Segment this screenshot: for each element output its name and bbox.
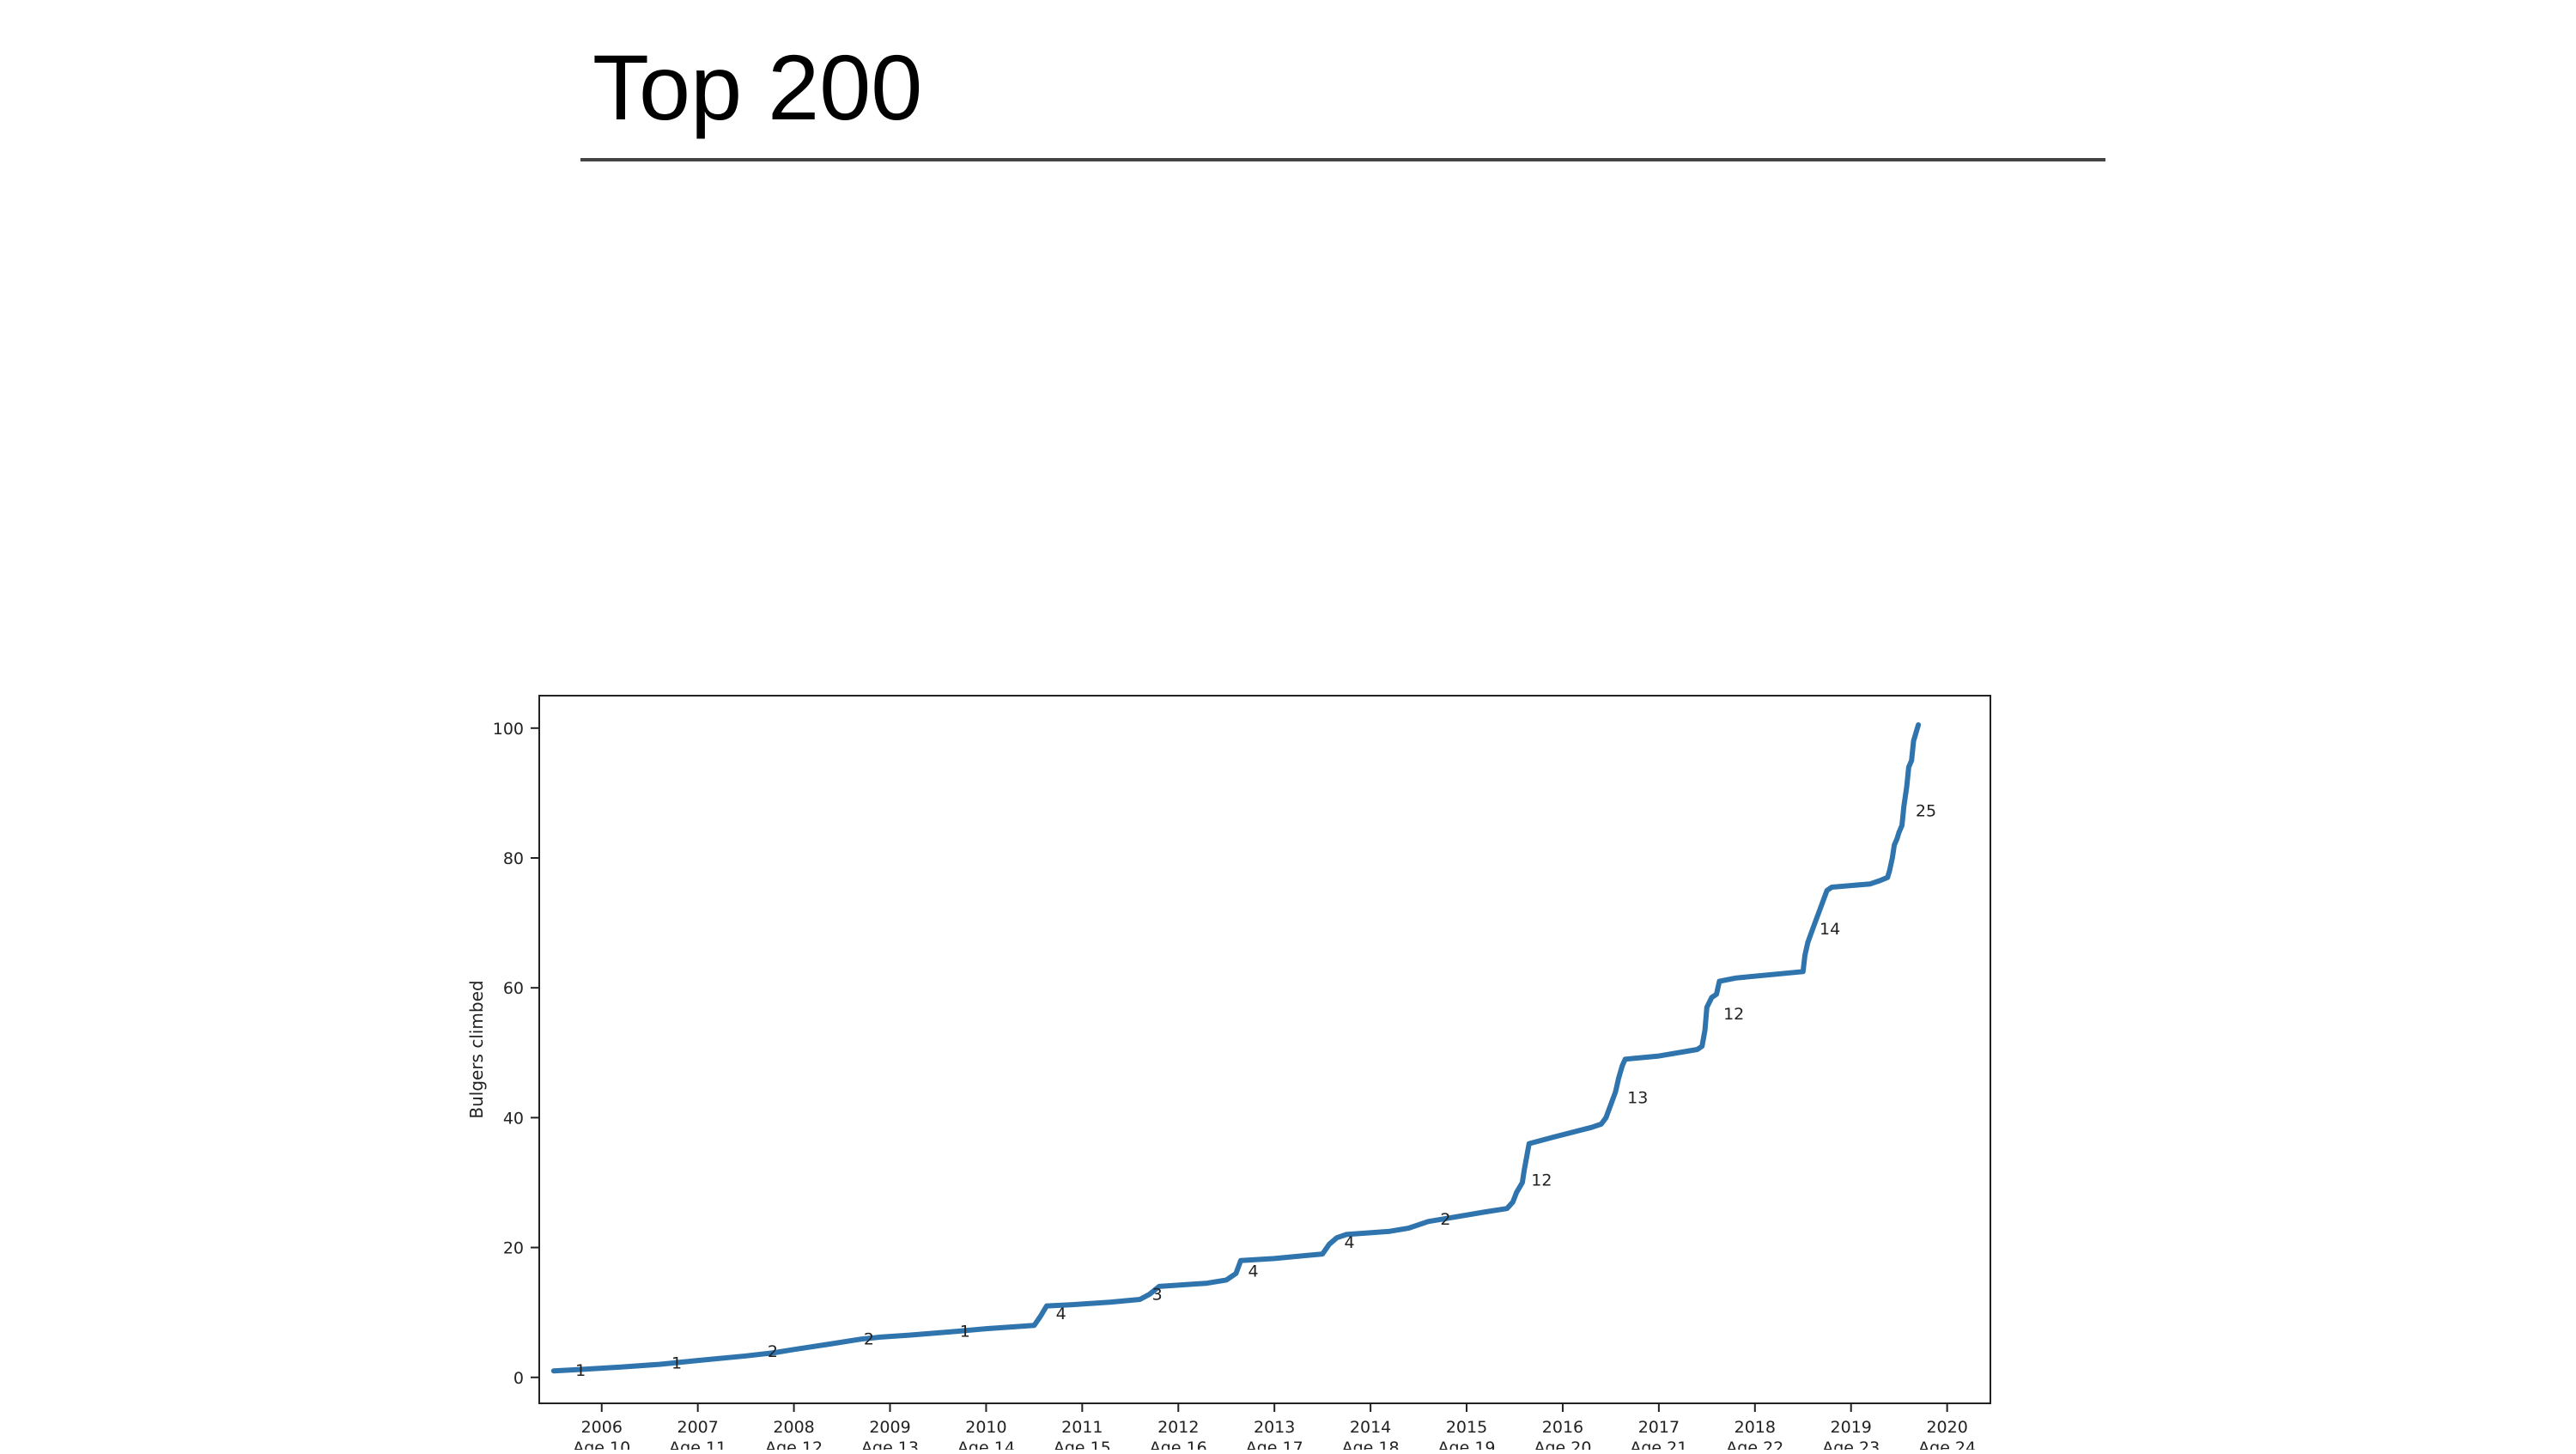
x-tick-year: 2009 xyxy=(869,1418,910,1437)
count-annotation: 2 xyxy=(768,1342,778,1361)
x-tick-age: Age 11 xyxy=(669,1439,726,1450)
count-annotation: 25 xyxy=(1916,801,1936,820)
x-tick-year: 2014 xyxy=(1350,1418,1391,1437)
x-tick-year: 2016 xyxy=(1542,1418,1583,1437)
x-tick-age: Age 23 xyxy=(1822,1439,1880,1450)
y-axis-label: Bulgers climbed xyxy=(466,980,487,1118)
x-tick-year: 2018 xyxy=(1735,1418,1776,1437)
count-annotation: 12 xyxy=(1531,1171,1552,1189)
x-tick-year: 2017 xyxy=(1638,1418,1680,1437)
x-tick-year: 2008 xyxy=(773,1418,814,1437)
x-tick-year: 2007 xyxy=(677,1418,718,1437)
slide-title: Top 200 xyxy=(592,35,923,139)
y-axis: 0 20 40 60 80 100 xyxy=(493,720,539,1388)
x-tick-year: 2019 xyxy=(1831,1418,1872,1437)
count-annotation: 1 xyxy=(671,1354,682,1373)
x-tick-age: Age 18 xyxy=(1342,1439,1400,1450)
y-tick-label: 80 xyxy=(503,849,524,868)
count-annotation: 1 xyxy=(960,1323,970,1341)
x-tick-age: Age 14 xyxy=(957,1439,1015,1450)
plot-frame xyxy=(538,695,1991,1404)
series-line-0 xyxy=(550,722,1922,1374)
x-tick-age: Age 16 xyxy=(1150,1439,1207,1450)
count-annotation: 2 xyxy=(1440,1210,1450,1229)
count-annotation: 14 xyxy=(1820,920,1840,939)
y-tick-label: 60 xyxy=(503,979,524,998)
x-tick-year: 2011 xyxy=(1061,1418,1103,1437)
count-annotation: 4 xyxy=(1056,1305,1066,1323)
y-tick-label: 100 xyxy=(493,720,524,739)
count-annotation: 4 xyxy=(1249,1262,1259,1281)
count-annotation: 1 xyxy=(575,1361,586,1380)
y-tick-label: 20 xyxy=(503,1239,524,1258)
title-divider xyxy=(580,158,2105,161)
x-tick-age: Age 20 xyxy=(1534,1439,1591,1450)
x-tick-age: Age 10 xyxy=(573,1439,630,1450)
count-annotation: 2 xyxy=(864,1330,874,1349)
x-tick-year: 2020 xyxy=(1926,1418,1967,1437)
x-tick-age: Age 13 xyxy=(861,1439,919,1450)
x-tick-age: Age 21 xyxy=(1630,1439,1687,1450)
x-axis: 2006 Age 10 2007 Age 11 2008 Age 12 2009 Age 13… xyxy=(573,1403,1976,1454)
x-tick-year: 2010 xyxy=(965,1418,1006,1437)
x-tick-year: 2015 xyxy=(1446,1418,1487,1437)
x-tick-age: Age 12 xyxy=(765,1439,823,1450)
x-tick-age: Age 24 xyxy=(1918,1439,1976,1450)
x-tick-year: 2006 xyxy=(581,1418,623,1437)
plot-border xyxy=(538,695,1991,1404)
x-tick-age: Age 15 xyxy=(1054,1439,1111,1450)
x-tick-age: Age 22 xyxy=(1726,1439,1783,1450)
y-tick-label: 0 xyxy=(513,1369,524,1388)
x-tick-year: 2012 xyxy=(1157,1418,1199,1437)
x-tick-age: Age 19 xyxy=(1438,1439,1496,1450)
x-tick-year: 2013 xyxy=(1254,1418,1295,1437)
count-annotation: 13 xyxy=(1627,1088,1648,1107)
count-annotation: 4 xyxy=(1344,1233,1354,1252)
count-annotation: 12 xyxy=(1723,1005,1744,1024)
x-tick-age: Age 17 xyxy=(1246,1439,1303,1450)
series-layer xyxy=(550,722,1922,1374)
count-annotation: 3 xyxy=(1152,1285,1163,1304)
y-tick-label: 40 xyxy=(503,1109,524,1128)
